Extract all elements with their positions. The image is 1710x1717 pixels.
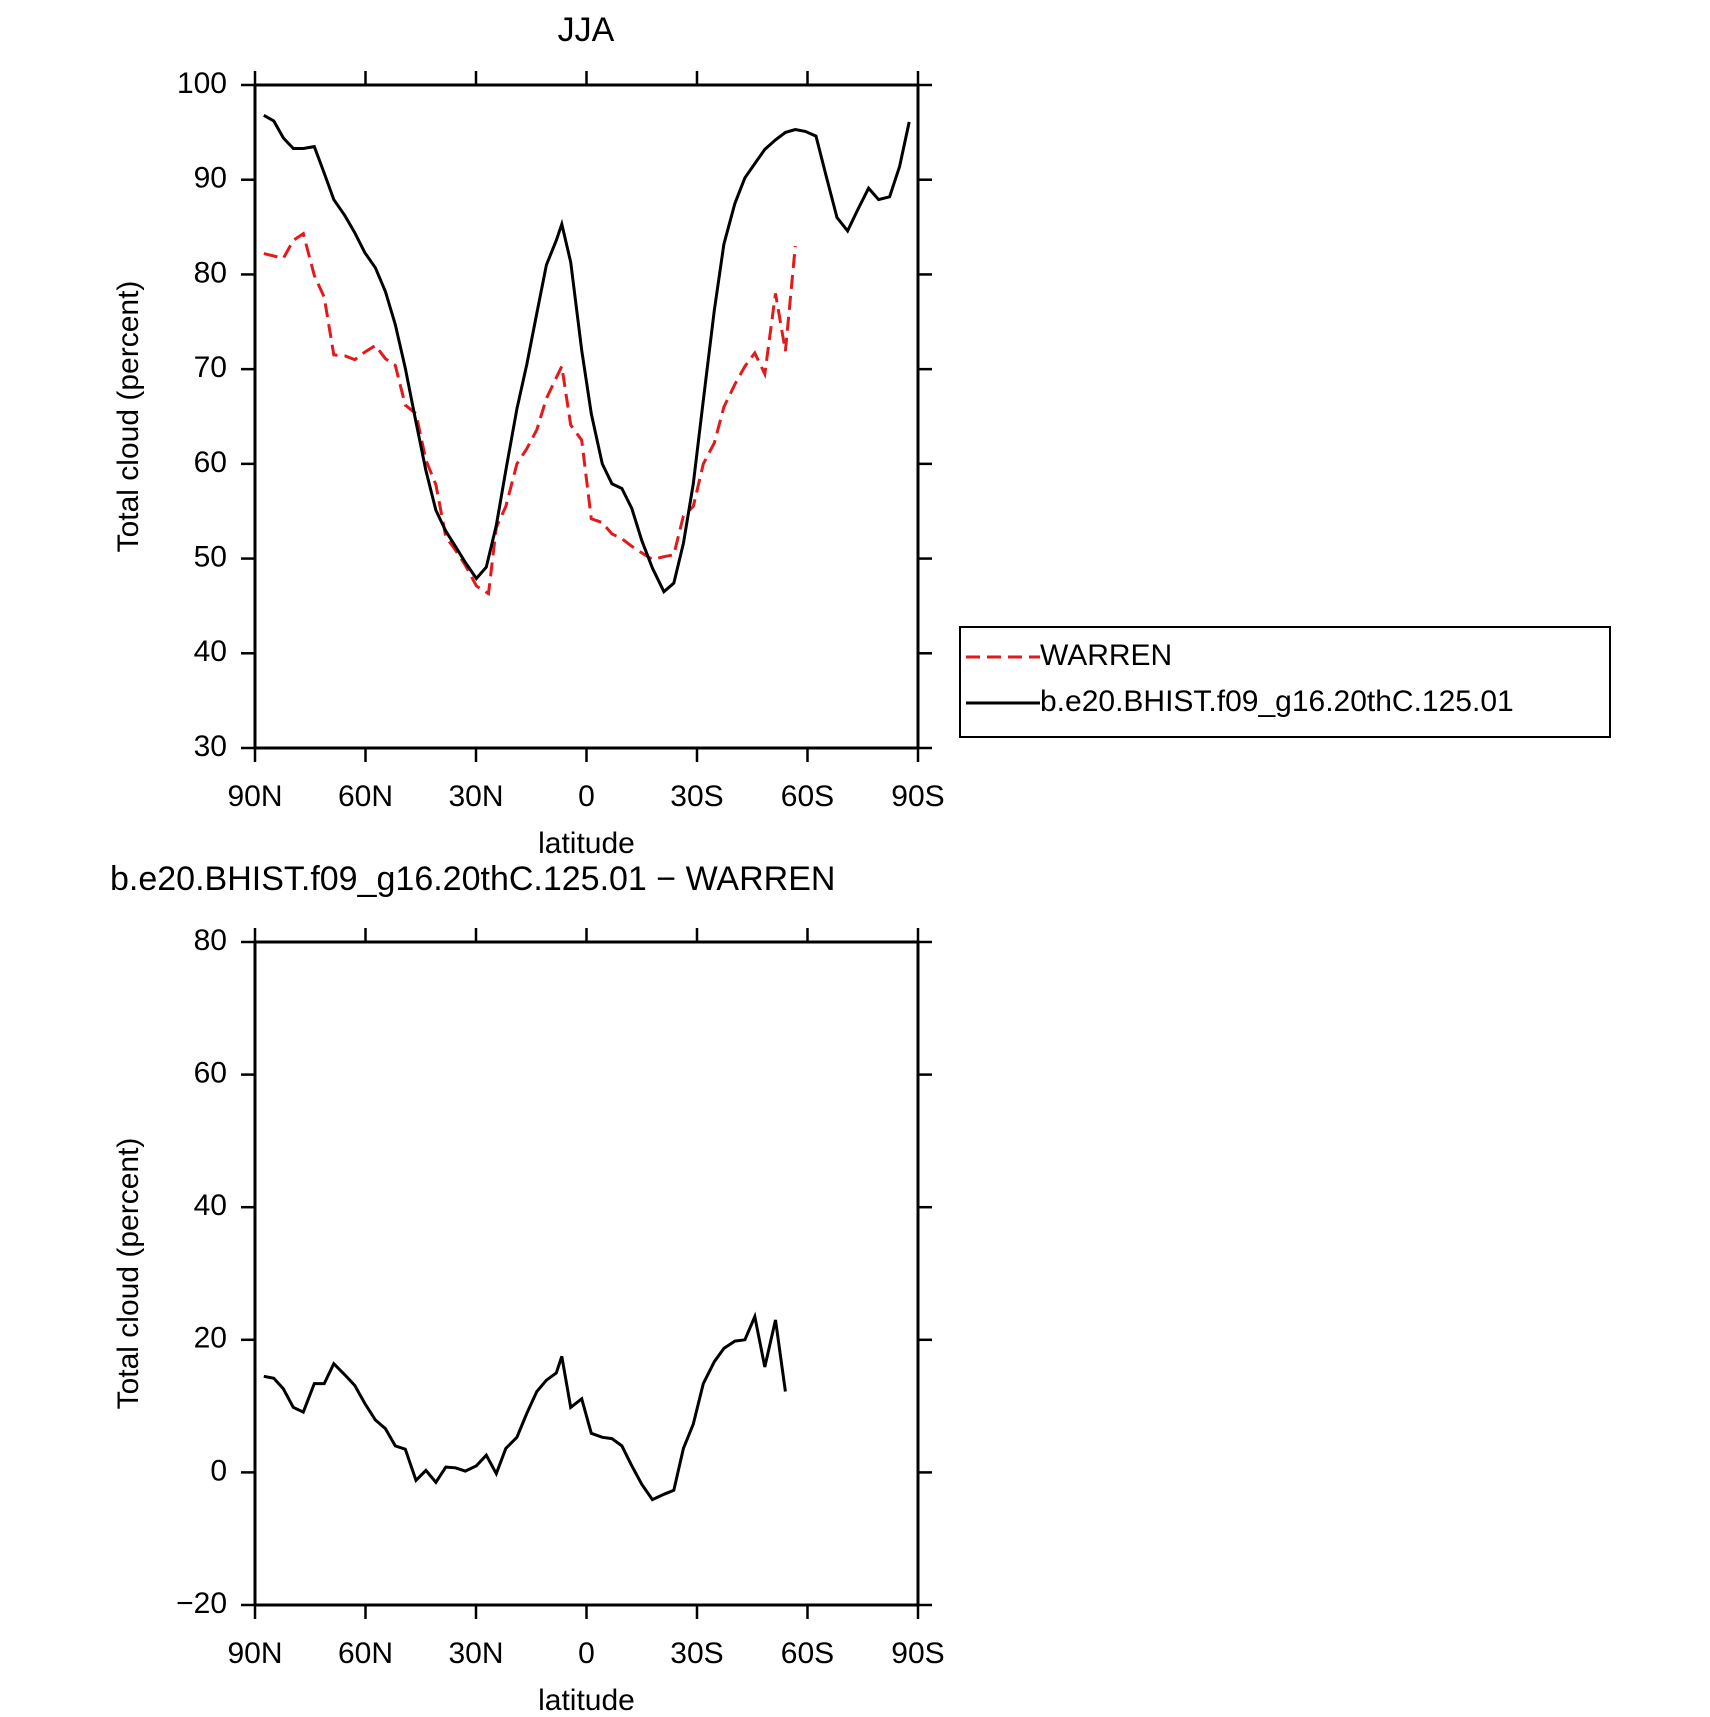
x-tick-label: 60S <box>781 780 834 813</box>
plot-frame <box>253 940 920 1607</box>
y-tick-label: 40 <box>194 635 227 668</box>
x-tick-label: 90N <box>227 1637 282 1670</box>
x-axis-label: latitude <box>538 1684 635 1712</box>
data-line <box>263 1311 787 1502</box>
y-tick-label: 40 <box>194 1189 227 1222</box>
y-tick-label: 90 <box>194 162 227 195</box>
y-tick-label: 0 <box>210 1454 227 1487</box>
data-line <box>263 231 797 597</box>
x-tick-label: 90S <box>891 780 944 813</box>
legend-label: WARREN <box>1040 639 1172 672</box>
y-axis-label: Total cloud (percent) <box>112 1138 145 1410</box>
chart-title: JJA <box>558 11 615 49</box>
y-tick-label: 30 <box>194 730 227 763</box>
plot-frame <box>253 83 920 750</box>
y-tick-label: 70 <box>194 351 227 384</box>
x-tick-label: 30S <box>670 1637 723 1670</box>
y-tick-label: 60 <box>194 446 227 479</box>
y-tick-label: 80 <box>194 924 227 957</box>
y-tick-label: 60 <box>194 1057 227 1090</box>
y-axis-label: Total cloud (percent) <box>112 281 145 553</box>
x-tick-label: 30N <box>448 780 503 813</box>
legend-box <box>959 626 1611 738</box>
x-tick-label: 0 <box>578 1637 595 1670</box>
data-line <box>263 113 911 595</box>
x-tick-label: 0 <box>578 780 595 813</box>
x-tick-label: 60N <box>338 780 393 813</box>
y-tick-label: 80 <box>194 256 227 289</box>
x-tick-label: 90S <box>891 1637 944 1670</box>
x-tick-label: 60S <box>781 1637 834 1670</box>
x-tick-label: 30N <box>448 1637 503 1670</box>
y-tick-label: 50 <box>194 540 227 573</box>
y-tick-label: 20 <box>194 1322 227 1355</box>
y-tick-label: 100 <box>177 67 227 100</box>
y-tick-label: −20 <box>176 1587 227 1620</box>
x-tick-label: 30S <box>670 780 723 813</box>
x-axis-label: latitude <box>538 827 635 860</box>
x-tick-label: 90N <box>227 780 282 813</box>
chart-title: b.e20.BHIST.f09_g16.20thC.125.01 − WARRE… <box>110 860 835 898</box>
x-tick-label: 60N <box>338 1637 393 1670</box>
legend-label: b.e20.BHIST.f09_g16.20thC.125.01 <box>1040 685 1514 718</box>
